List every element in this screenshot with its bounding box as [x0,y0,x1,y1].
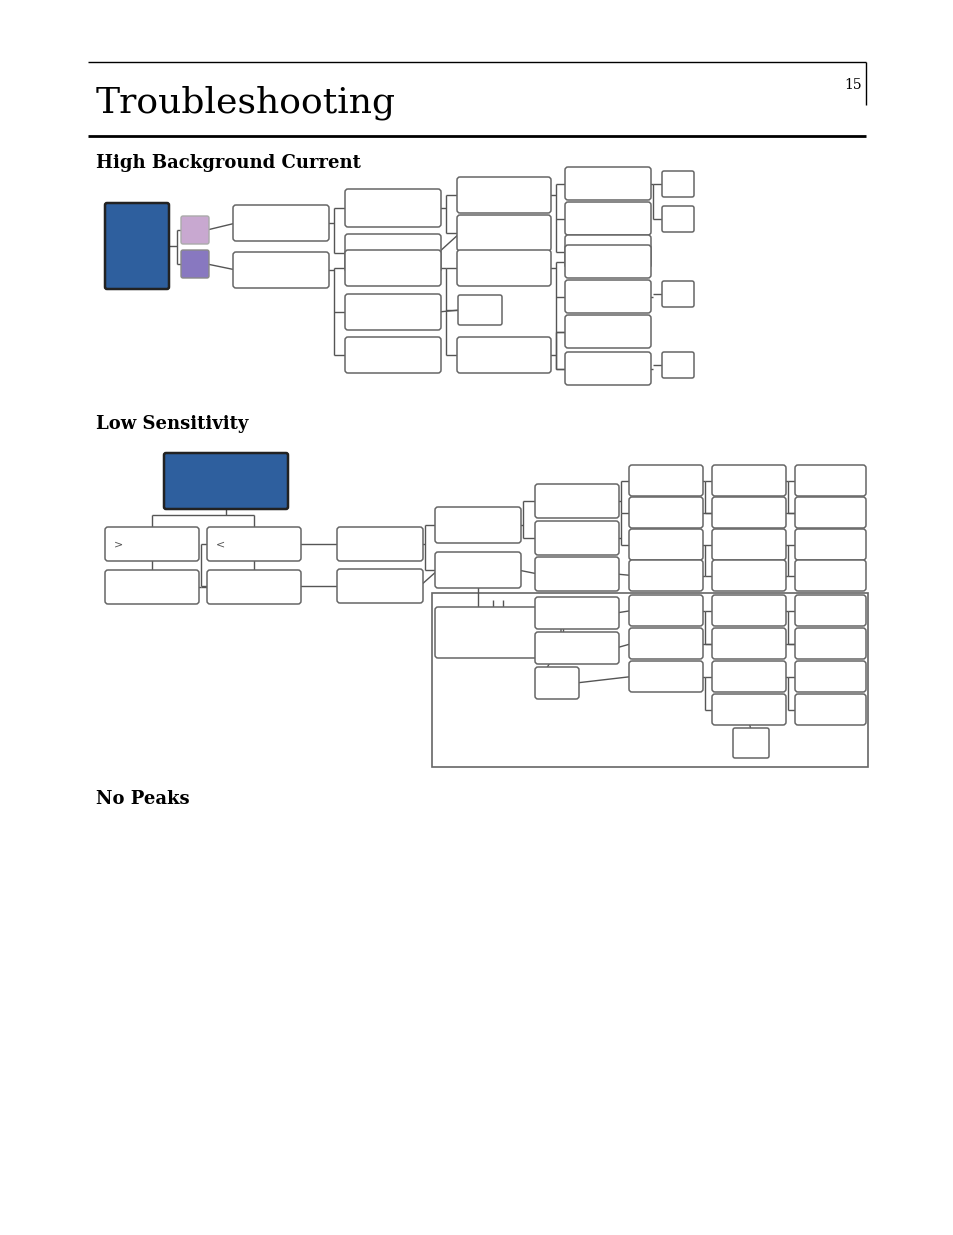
FancyBboxPatch shape [535,557,618,592]
FancyBboxPatch shape [628,559,702,592]
FancyBboxPatch shape [456,215,551,251]
FancyBboxPatch shape [535,667,578,699]
FancyBboxPatch shape [345,294,440,330]
Text: Low Sensitivity: Low Sensitivity [96,415,248,433]
FancyBboxPatch shape [345,337,440,373]
FancyBboxPatch shape [628,466,702,496]
FancyBboxPatch shape [661,282,693,308]
FancyBboxPatch shape [628,629,702,659]
FancyBboxPatch shape [105,571,199,604]
FancyBboxPatch shape [535,521,618,555]
FancyBboxPatch shape [661,170,693,198]
FancyBboxPatch shape [711,466,785,496]
FancyBboxPatch shape [564,315,650,348]
FancyBboxPatch shape [711,595,785,626]
FancyBboxPatch shape [711,694,785,725]
FancyBboxPatch shape [345,249,440,287]
FancyBboxPatch shape [345,189,440,227]
FancyBboxPatch shape [628,496,702,529]
FancyBboxPatch shape [456,337,551,373]
FancyBboxPatch shape [661,206,693,232]
FancyBboxPatch shape [105,527,199,561]
FancyBboxPatch shape [564,203,650,235]
FancyBboxPatch shape [711,629,785,659]
FancyBboxPatch shape [794,595,865,626]
FancyBboxPatch shape [794,559,865,592]
Text: >: > [113,538,123,550]
FancyBboxPatch shape [794,661,865,692]
FancyBboxPatch shape [661,352,693,378]
FancyBboxPatch shape [711,529,785,559]
FancyBboxPatch shape [711,496,785,529]
FancyBboxPatch shape [794,694,865,725]
FancyBboxPatch shape [207,527,301,561]
FancyBboxPatch shape [711,661,785,692]
FancyBboxPatch shape [345,233,440,272]
FancyBboxPatch shape [564,235,650,268]
Text: No Peaks: No Peaks [96,790,190,808]
FancyBboxPatch shape [794,529,865,559]
Text: 15: 15 [843,78,862,91]
FancyBboxPatch shape [794,496,865,529]
FancyBboxPatch shape [535,597,618,629]
FancyBboxPatch shape [435,606,560,658]
FancyBboxPatch shape [564,280,650,312]
Text: <: < [215,538,225,550]
FancyBboxPatch shape [435,508,520,543]
Text: Troubleshooting: Troubleshooting [96,85,395,120]
FancyBboxPatch shape [535,632,618,664]
FancyBboxPatch shape [711,559,785,592]
FancyBboxPatch shape [181,216,209,245]
FancyBboxPatch shape [181,249,209,278]
FancyBboxPatch shape [456,249,551,287]
FancyBboxPatch shape [564,167,650,200]
FancyBboxPatch shape [336,527,422,561]
FancyBboxPatch shape [336,569,422,603]
FancyBboxPatch shape [794,629,865,659]
FancyBboxPatch shape [105,203,169,289]
FancyBboxPatch shape [794,466,865,496]
FancyBboxPatch shape [564,245,650,278]
FancyBboxPatch shape [628,661,702,692]
FancyBboxPatch shape [457,295,501,325]
FancyBboxPatch shape [233,205,329,241]
FancyBboxPatch shape [456,177,551,212]
FancyBboxPatch shape [164,453,288,509]
FancyBboxPatch shape [233,252,329,288]
FancyBboxPatch shape [435,552,520,588]
Text: High Background Current: High Background Current [96,154,360,172]
FancyBboxPatch shape [207,571,301,604]
FancyBboxPatch shape [732,727,768,758]
FancyBboxPatch shape [628,529,702,559]
FancyBboxPatch shape [564,352,650,385]
FancyBboxPatch shape [535,484,618,517]
FancyBboxPatch shape [628,595,702,626]
